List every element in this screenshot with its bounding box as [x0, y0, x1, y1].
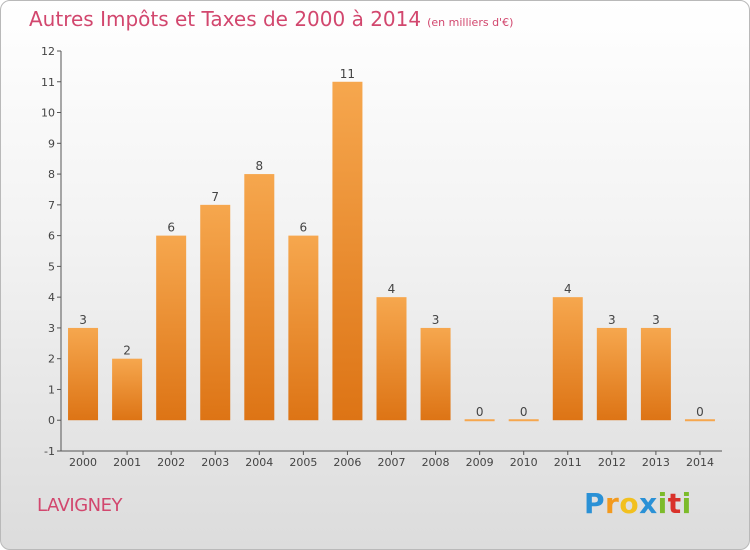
x-tick-label: 2001	[113, 456, 141, 469]
x-tick-label: 2010	[510, 456, 538, 469]
y-tick-label: 5	[48, 260, 55, 273]
x-tick-label: 2007	[378, 456, 406, 469]
y-tick-label: 8	[48, 168, 55, 181]
x-tick-label: 2009	[466, 456, 494, 469]
y-tick-label: 11	[41, 76, 55, 89]
logo-letter: o	[619, 487, 640, 520]
bar-value-label: 7	[211, 190, 219, 204]
y-tick-label: 3	[48, 322, 55, 335]
chart-unit: (en milliers d'€)	[427, 16, 514, 29]
bar	[200, 204, 231, 421]
bar	[508, 419, 539, 422]
x-tick-label: 2013	[642, 456, 670, 469]
x-tick-label: 2014	[686, 456, 714, 469]
bar-value-label: 4	[564, 282, 572, 296]
bar-value-label: 0	[476, 405, 484, 419]
bar	[332, 81, 363, 421]
y-tick-label: 4	[48, 291, 55, 304]
bar	[244, 174, 275, 421]
x-tick-label: 2008	[422, 456, 450, 469]
bar	[464, 419, 495, 422]
bar	[376, 297, 407, 421]
y-tick-label: 7	[48, 199, 55, 212]
y-tick-label: 0	[48, 414, 55, 427]
bar-value-label: 11	[340, 67, 355, 81]
y-tick-label: 9	[48, 137, 55, 150]
y-tick-label: 12	[41, 45, 55, 58]
x-tick-label: 2004	[245, 456, 273, 469]
bar	[156, 235, 187, 421]
bar	[420, 327, 451, 421]
logo-letter: x	[639, 487, 658, 520]
x-tick-label: 2005	[289, 456, 317, 469]
bar	[112, 358, 143, 421]
bar-value-label: 6	[167, 221, 175, 235]
commune-name: LAVIGNEY	[37, 495, 123, 516]
bar-value-label: 3	[652, 313, 660, 327]
data-labels: 3 2 6 7 8 6 11 4 3 0 0 4 3 3 0	[79, 67, 704, 419]
bar-value-label: 2	[123, 344, 131, 358]
y-tick-label: -1	[44, 445, 55, 458]
y-tick-label: 10	[41, 107, 55, 120]
y-tick-label: 6	[48, 230, 55, 243]
bar	[552, 297, 583, 421]
x-tick-label: 2011	[554, 456, 582, 469]
bar-value-label: 6	[300, 221, 308, 235]
logo-letter: P	[584, 487, 606, 520]
bar	[640, 327, 671, 421]
logo-letter: i	[681, 487, 692, 520]
y-tick-label: 2	[48, 353, 55, 366]
bar-value-label: 3	[608, 313, 616, 327]
bar-value-label: 8	[255, 159, 263, 173]
x-tick-label: 2006	[333, 456, 361, 469]
bar-value-label: 4	[388, 282, 396, 296]
proxiti-logo[interactable]: Proxiti	[584, 487, 692, 520]
logo-letter: r	[605, 487, 620, 520]
chart-title-text: Autres Impôts et Taxes de 2000 à 2014	[29, 7, 422, 31]
logo-letter: t	[667, 487, 682, 520]
bar	[684, 419, 715, 422]
x-tick-label: 2000	[69, 456, 97, 469]
bar-value-label: 0	[520, 405, 528, 419]
x-tick-label: 2002	[157, 456, 185, 469]
bar	[68, 327, 99, 421]
bar-value-label: 3	[432, 313, 440, 327]
bar-value-label: 3	[79, 313, 87, 327]
chart-title: Autres Impôts et Taxes de 2000 à 2014 (en…	[29, 7, 513, 31]
x-tick-label: 2003	[201, 456, 229, 469]
bars	[68, 81, 715, 422]
x-tick-label: 2012	[598, 456, 626, 469]
bar	[288, 235, 319, 421]
bar-value-label: 0	[696, 405, 704, 419]
y-tick-label: 1	[48, 383, 55, 396]
logo-letter: i	[657, 487, 668, 520]
bar	[596, 327, 627, 421]
